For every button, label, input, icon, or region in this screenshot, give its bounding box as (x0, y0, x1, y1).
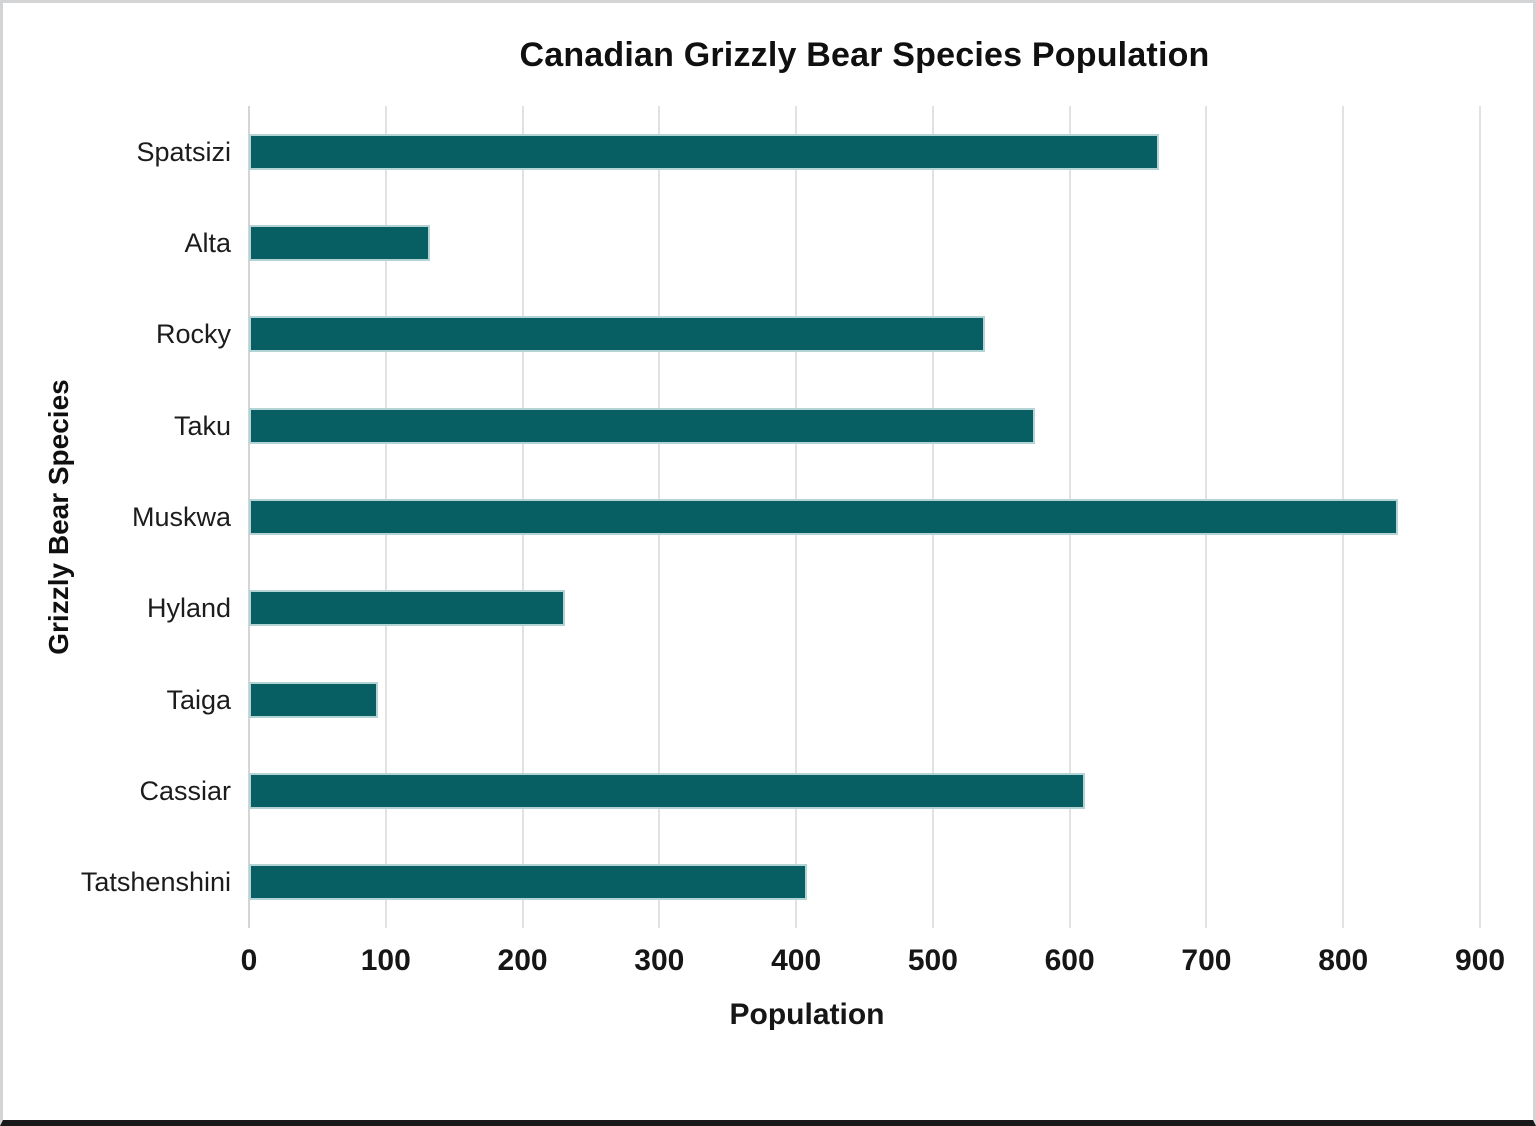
x-tick-label: 100 (360, 944, 411, 977)
category-label: Hyland (146, 593, 231, 624)
category-label: Spatsizi (136, 136, 231, 167)
category-label: Muskwa (131, 502, 231, 532)
category-label: Cassiar (139, 776, 231, 806)
x-tick-label: 200 (497, 944, 548, 977)
plot-area (248, 106, 1481, 928)
x-axis-label: Population (729, 998, 885, 1031)
x-tick-label: 700 (1181, 944, 1232, 977)
x-tick-label: 900 (1454, 944, 1506, 977)
x-tick-label: 0 (240, 944, 258, 977)
bar-hyland (249, 590, 565, 627)
x-tick-label: 800 (1318, 944, 1369, 977)
x-tick-label: 400 (771, 944, 822, 977)
category-labels: Spatsizi Alta Rocky Taku Muskwa Hyland Taiga Ca… (3, 3, 231, 1126)
x-tick-label: 300 (634, 944, 685, 977)
bar-spatsizi (249, 133, 1159, 170)
bar-taku (249, 407, 1036, 444)
category-label: Tatshenshini (80, 867, 231, 898)
gridline (1479, 106, 1481, 928)
category-label: Taiga (166, 684, 231, 715)
chart-title: Canadian Grizzly Bear Species Population (519, 36, 1210, 74)
bar-muskwa (249, 499, 1398, 535)
x-axis-ticks: 0 100 200 300 400 500 600 700 800 900 (241, 944, 1505, 984)
bar-alta (249, 225, 430, 261)
bar-tatshenshini (249, 864, 808, 901)
category-label: Rocky (155, 319, 231, 350)
category-label: Alta (184, 228, 231, 258)
x-tick-label: 500 (907, 944, 958, 977)
x-tick-label: 600 (1044, 944, 1095, 977)
bar-taiga (249, 681, 378, 718)
category-label: Taku (173, 410, 231, 441)
bar-cassiar (249, 773, 1085, 809)
bar-rocky (249, 316, 985, 353)
